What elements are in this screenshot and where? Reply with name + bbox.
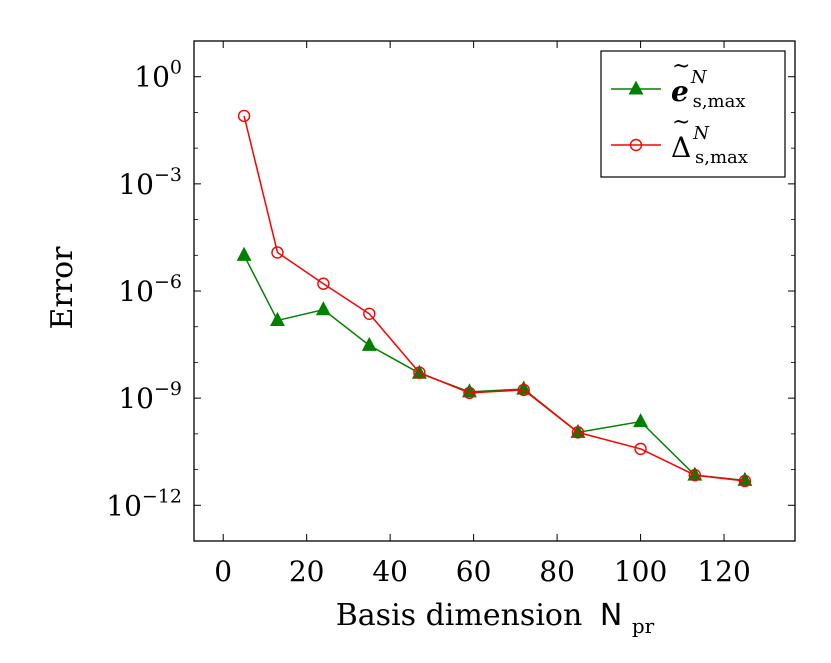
series-2-line [243, 115, 746, 482]
y-tick-label-base: 10 [118, 275, 154, 308]
legend-label-subscript: s,max [693, 91, 746, 112]
x-tick-label: 120 [697, 555, 750, 588]
x-tick-label: 100 [614, 555, 667, 588]
series-1-point [270, 311, 285, 326]
y-tick-label-base: 10 [134, 61, 170, 94]
y-tick-label: 10−6 [118, 271, 182, 308]
y-tick-label-exponent: −6 [154, 271, 182, 293]
legend-tilde: ~ [672, 110, 690, 135]
series-1-point [361, 336, 377, 351]
x-tick-label: 20 [289, 555, 325, 588]
series-1-point [315, 301, 331, 316]
y-tick-label: 100 [134, 57, 182, 94]
series-2-point [363, 307, 376, 320]
series-1 [236, 246, 753, 486]
legend-label-symbol: e [671, 75, 689, 108]
y-tick-label-base: 10 [118, 382, 154, 415]
y-tick-label-base: 10 [118, 168, 154, 201]
legend-label-superscript: N [692, 123, 710, 144]
series-2-point [634, 442, 647, 456]
y-tick-label-exponent: 0 [170, 57, 182, 79]
legend-swatch-marker [628, 80, 644, 95]
series-layer [236, 109, 753, 488]
y-tick-label-exponent: −3 [154, 164, 182, 186]
series-2-point [688, 468, 702, 482]
x-axis-title: Basis dimension N pr [336, 598, 655, 638]
y-axis-title: Error [45, 246, 80, 330]
x-axis-title-symbol: N [600, 598, 622, 633]
series-2-point [571, 426, 585, 439]
series-2-point [237, 109, 251, 123]
legend-label-superscript: N [690, 67, 708, 88]
series-1-point [737, 471, 753, 486]
y-tick-label: 10−3 [118, 164, 182, 201]
legend-label-subscript: s,max [695, 147, 748, 168]
series-1-point [462, 383, 477, 398]
y-tick-label-exponent: −9 [154, 378, 182, 400]
series-2 [237, 109, 752, 488]
x-axis-title-subscript: pr [632, 614, 655, 638]
y-tick-label: 10−12 [106, 485, 182, 522]
y-tick-label-exponent: −12 [142, 485, 182, 507]
x-tick-label: 40 [372, 555, 408, 588]
series-1-point [633, 413, 649, 428]
legend-label-symbol: Δ [671, 131, 691, 164]
x-tick-label: 80 [539, 555, 575, 588]
y-tick-label-base: 10 [106, 489, 142, 522]
series-2-point [738, 474, 752, 488]
series-1-point [236, 246, 252, 261]
x-tick-label: 0 [214, 555, 232, 588]
series-2-point [271, 246, 284, 259]
legend-box [600, 50, 786, 178]
series-1-line [243, 254, 745, 482]
legend-tilde: ~ [672, 54, 690, 79]
x-axis-title-text: Basis dimension [336, 598, 583, 633]
series-2-point [463, 386, 476, 400]
series-2-point [517, 383, 530, 397]
legend-swatch-marker [629, 138, 643, 152]
series-1-point [516, 380, 532, 395]
series-2-point [317, 277, 330, 290]
series-2-point [413, 366, 426, 379]
x-tick-label: 60 [456, 555, 492, 588]
y-tick-label: 10−9 [118, 378, 182, 415]
